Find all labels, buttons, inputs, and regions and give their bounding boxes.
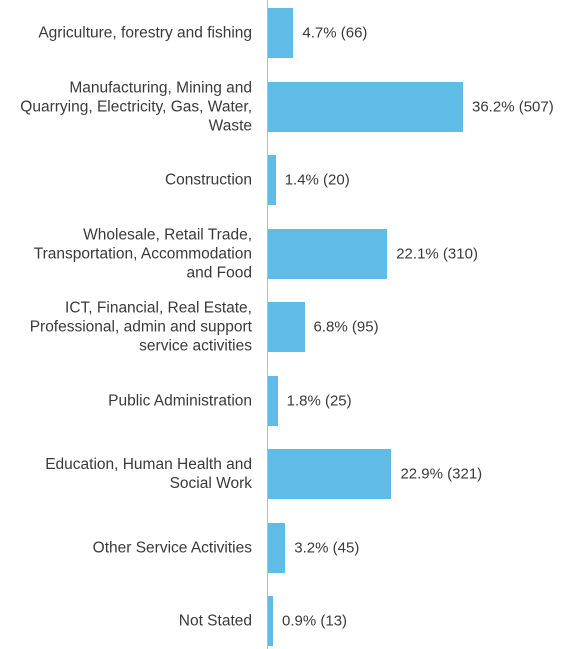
bar <box>268 375 278 426</box>
bar <box>268 155 276 205</box>
value-label: 3.2% (45) <box>294 539 360 556</box>
value-label: 1.4% (20) <box>284 171 350 189</box>
category-label: ICT, Financial, Real Estate, Professiona… <box>29 299 252 355</box>
bar <box>268 522 286 573</box>
value-label: 36.2% (507) <box>472 98 554 115</box>
bar <box>268 596 273 646</box>
value-label: 1.8% (25) <box>286 392 352 409</box>
category-label: Not Stated <box>178 612 252 630</box>
bar <box>268 81 463 132</box>
bar <box>268 8 294 58</box>
bar <box>268 302 305 352</box>
value-label: 22.9% (321) <box>400 465 483 483</box>
value-label: 4.7% (66) <box>302 24 368 42</box>
category-label: Construction <box>164 171 252 189</box>
category-label: Education, Human Health and Social Work <box>45 456 252 492</box>
value-label: 22.1% (310) <box>396 245 478 262</box>
category-label: Agriculture, forestry and fishing <box>38 24 252 42</box>
value-label: 0.9% (13) <box>282 612 348 630</box>
category-label: Other Service Activities <box>92 539 252 556</box>
value-label: 6.8% (95) <box>313 318 379 336</box>
bar <box>268 449 392 499</box>
category-label: Public Administration <box>108 392 252 409</box>
axis-line <box>267 0 268 649</box>
category-label: Manufacturing, Mining and Quarrying, Ele… <box>20 79 252 134</box>
category-label: Wholesale, Retail Trade, Transportation,… <box>33 226 252 281</box>
bar <box>268 228 388 279</box>
